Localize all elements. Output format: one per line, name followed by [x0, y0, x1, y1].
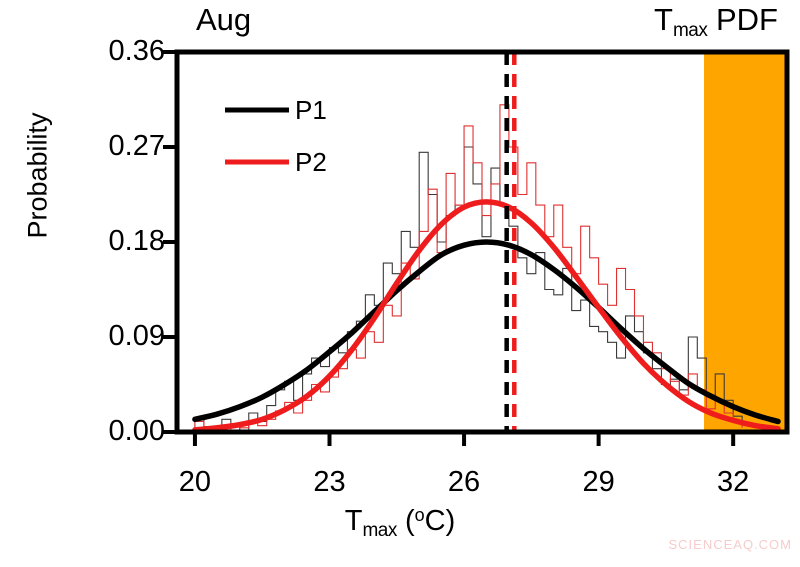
- tick-marks: [163, 52, 733, 446]
- x-tick-label: 32: [717, 466, 750, 498]
- x-tick-label: 26: [447, 466, 481, 498]
- legend: P1 P2: [225, 95, 327, 177]
- plot-canvas: P1 P2: [177, 52, 787, 432]
- legend-label-P2: P2: [295, 147, 327, 177]
- y-tick-label: 0.18: [108, 225, 165, 257]
- panel-month-label: Aug: [196, 2, 252, 37]
- y-tick-label: 0.09: [108, 320, 165, 352]
- y-tick-label: 0.27: [108, 130, 165, 162]
- y-tick-label-group: 0.00 0.09 0.18 0.27 0.36: [45, 0, 165, 567]
- curve-P2: [195, 202, 778, 430]
- panel-title: Tmax PDF: [654, 2, 778, 41]
- y-tick-label: 0.36: [108, 35, 165, 67]
- watermark: SCIENCEAQ.COM: [668, 537, 792, 552]
- panel-title-subscript: max: [672, 20, 708, 41]
- x-axis-unit-celsius: C): [424, 505, 456, 537]
- extreme-heat-band: [704, 52, 787, 432]
- x-axis-unit-open: (: [396, 505, 415, 537]
- panel-title-main: T: [654, 2, 673, 37]
- degree-symbol: o: [414, 505, 425, 525]
- curve-P1: [195, 242, 778, 421]
- x-tick-label: 20: [178, 466, 212, 498]
- x-axis-label: Tmax (oC): [0, 505, 800, 541]
- legend-label-P1: P1: [295, 95, 327, 125]
- x-axis-label-subscript: max: [362, 520, 397, 541]
- x-tick-label: 23: [313, 466, 346, 498]
- panel-title-tail: PDF: [707, 2, 778, 37]
- x-tick-label: 29: [582, 466, 615, 498]
- histogram-P2-histogram: [195, 105, 742, 432]
- x-axis-label-main: T: [344, 505, 363, 537]
- y-tick-label: 0.00: [108, 415, 165, 447]
